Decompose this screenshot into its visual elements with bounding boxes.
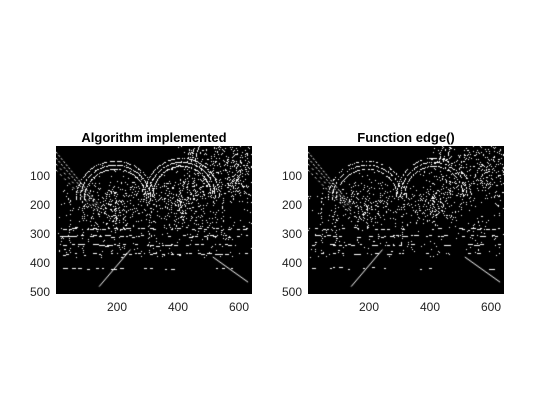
left-ytick-100: 100 — [29, 169, 50, 183]
right-xtick-400: 400 — [419, 300, 441, 314]
left-xtick-200: 200 — [106, 300, 128, 314]
right-ytick-300: 300 — [281, 227, 302, 241]
left-ytick-300: 300 — [29, 227, 50, 241]
right-ytick-200: 200 — [281, 198, 302, 212]
right-xtick-200: 200 — [358, 300, 380, 314]
right-ytick-500: 500 — [281, 285, 302, 299]
right-xtick-600: 600 — [480, 300, 502, 314]
left-panel-title: Algorithm implemented — [81, 130, 227, 145]
left-ytick-400: 400 — [29, 256, 50, 270]
left-xtick-400: 400 — [167, 300, 189, 314]
left-ytick-200: 200 — [29, 198, 50, 212]
right-ytick-100: 100 — [281, 169, 302, 183]
left-xtick-600: 600 — [228, 300, 250, 314]
left-ytick-500: 500 — [29, 285, 50, 299]
right-panel-title: Function edge() — [357, 130, 455, 145]
left-edge-image — [56, 146, 252, 294]
right-ytick-400: 400 — [281, 256, 302, 270]
right-edge-image — [308, 146, 504, 294]
